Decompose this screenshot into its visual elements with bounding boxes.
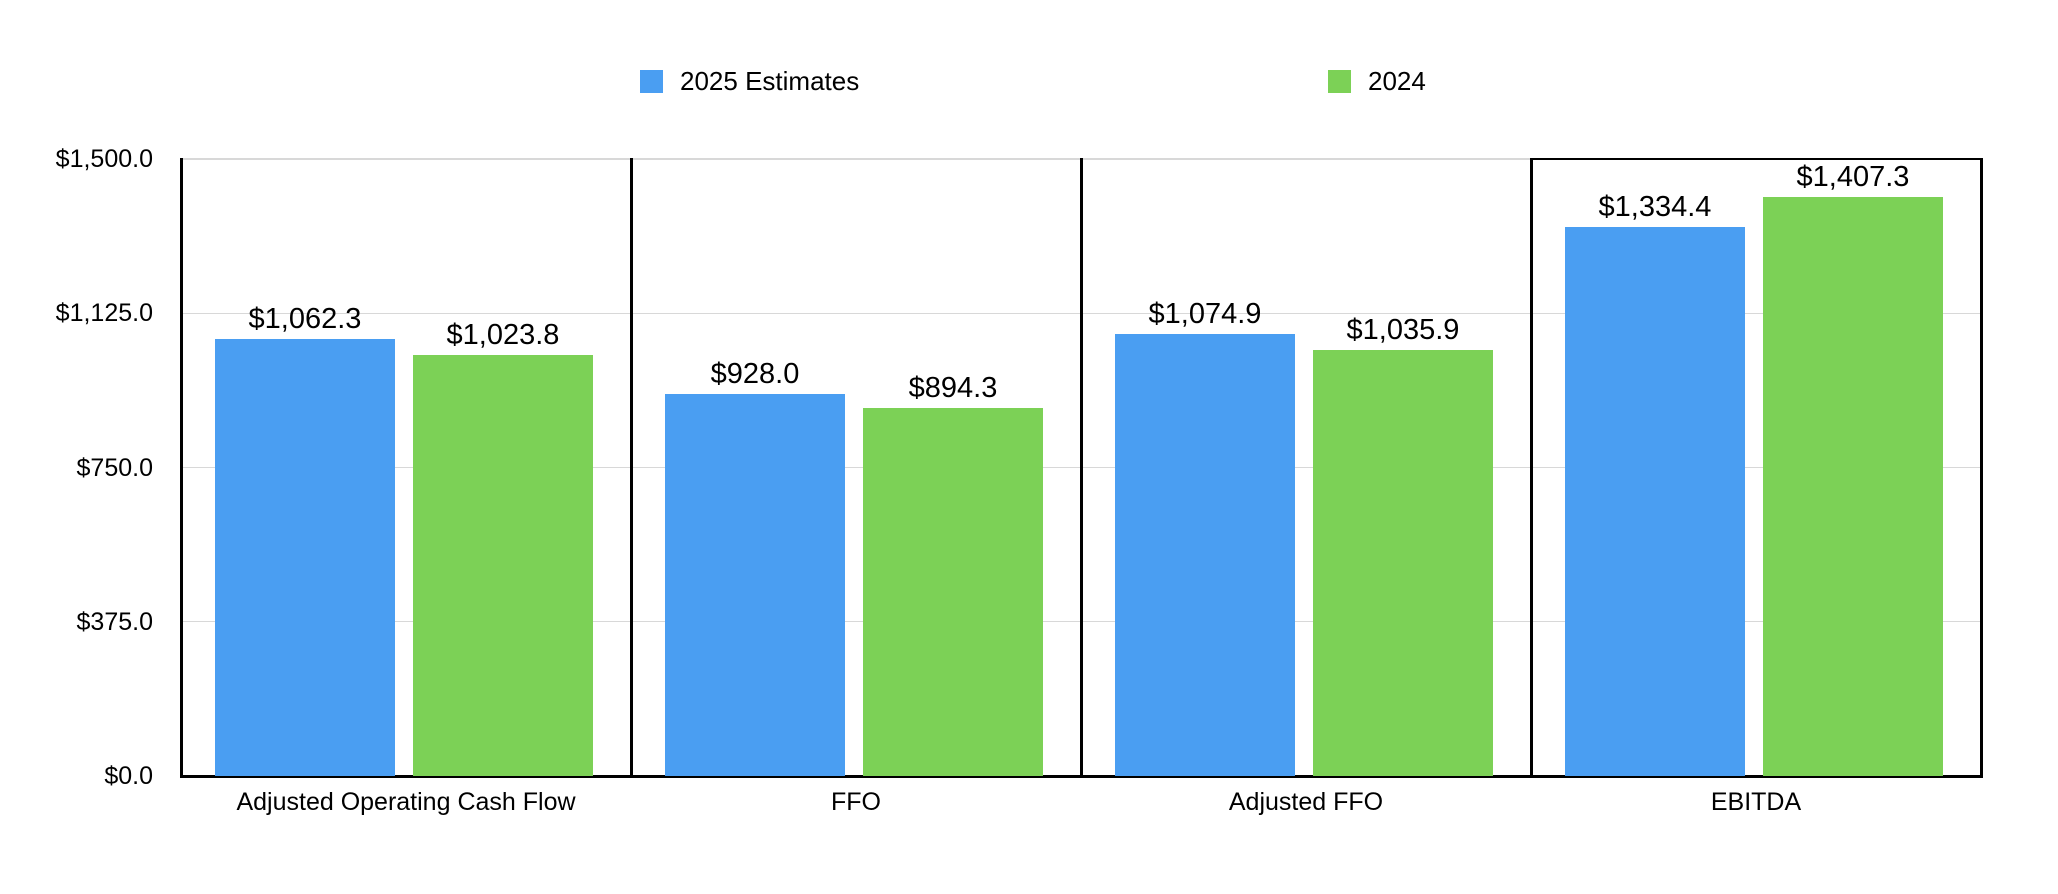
y-axis-tick-label: $1,125.0 <box>55 299 153 328</box>
bar-2024-adjusted-operating-cash-flow <box>413 354 593 776</box>
x-axis-line <box>179 775 1983 778</box>
legend-swatch-2025-estimates-icon <box>640 69 663 93</box>
category-label: Adjusted Operating Cash Flow <box>236 788 576 816</box>
bar-2024-ffo <box>863 408 1043 776</box>
bar-value-label: $894.3 <box>908 372 998 405</box>
bar-value-label: $1,074.9 <box>1148 297 1262 330</box>
plot-top-border-last-panel <box>1531 158 1981 160</box>
bar-2025-estimates-ebitda <box>1565 227 1745 776</box>
panel-separator <box>1529 158 1533 776</box>
y-axis-tick-label: $1,500.0 <box>55 145 153 173</box>
category-label: EBITDA <box>1710 788 1802 816</box>
bar-value-label: $1,334.4 <box>1598 191 1712 224</box>
y-axis-line <box>179 158 183 776</box>
y-axis-tick-label: $0.0 <box>104 762 153 790</box>
plot-top-border <box>181 158 1531 160</box>
legend-swatch-2024-icon <box>1328 69 1351 93</box>
legend-item-2024: 2024 <box>1328 66 1426 96</box>
bar-value-label: $928.0 <box>710 358 800 391</box>
bar-value-label: $1,062.3 <box>248 303 362 336</box>
bar-2024-ebitda <box>1763 197 1943 776</box>
bar-2024-adjusted-ffo <box>1313 349 1493 776</box>
category-label: FFO <box>831 788 881 816</box>
panel-separator <box>629 158 633 776</box>
y-axis-tick-label: $750.0 <box>76 453 153 482</box>
category-label: Adjusted FFO <box>1228 788 1384 816</box>
legend-label-2024: 2024 <box>1368 66 1426 96</box>
bar-2025-estimates-adjusted-operating-cash-flow <box>215 339 395 776</box>
bar-value-label: $1,407.3 <box>1796 161 1910 194</box>
bar-value-label: $1,023.8 <box>446 318 560 351</box>
panel-separator <box>1079 158 1083 776</box>
bar-2025-estimates-ffo <box>665 394 845 776</box>
bar-2025-estimates-adjusted-ffo <box>1115 333 1295 776</box>
legend-label-2025-estimates: 2025 Estimates <box>680 66 860 96</box>
plot-right-border <box>1979 158 1983 776</box>
y-axis-tick-label: $375.0 <box>76 607 153 636</box>
bar-value-label: $1,035.9 <box>1346 313 1460 346</box>
legend-item-2025-estimates: 2025 Estimates <box>640 66 859 96</box>
